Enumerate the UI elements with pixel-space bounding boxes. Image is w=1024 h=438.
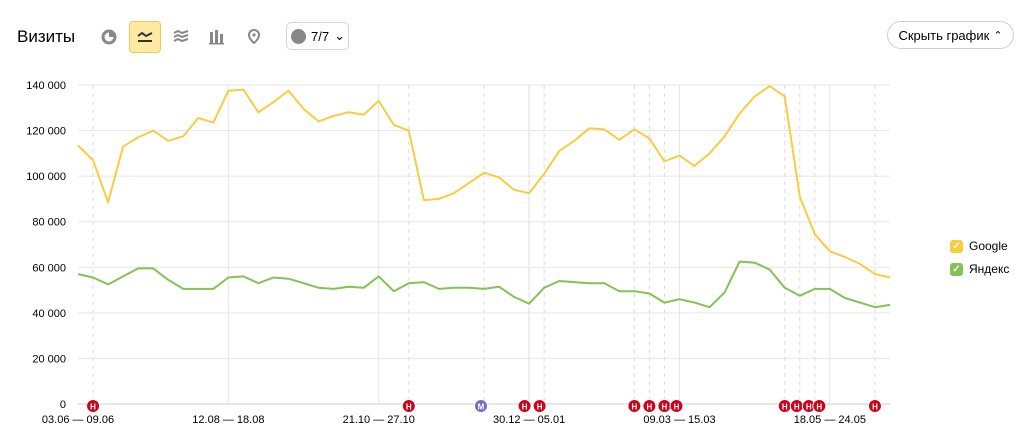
comment-marker — [517, 399, 532, 413]
checkbox-icon[interactable]: ✓ — [950, 262, 963, 276]
y-tick-label: 40 000 — [32, 308, 66, 320]
pie-chart-icon[interactable] — [93, 21, 125, 53]
x-tick-label: 21.10 — 27.10 — [343, 414, 415, 426]
x-tick-label: 09.03 — 15.03 — [643, 414, 715, 426]
comment-marker — [867, 399, 882, 413]
comment-marker — [812, 399, 827, 413]
comments-filter-button[interactable]: 7/7 ⌄ — [286, 22, 349, 50]
comment-marker-label: Н — [782, 403, 788, 412]
x-tick-label: 30.12 — 05.01 — [493, 414, 565, 426]
comment-marker-label: Н — [90, 403, 96, 412]
y-tick-label: 60 000 — [32, 262, 66, 274]
comment-marker — [86, 399, 101, 413]
page-title: Визиты — [17, 27, 76, 46]
x-tick-label: 18.05 — 24.05 — [794, 414, 866, 426]
series-line-yandex — [77, 260, 891, 309]
bar-chart-icon[interactable] — [201, 21, 233, 53]
legend-label: Google — [969, 239, 1008, 253]
comment-marker — [669, 399, 684, 413]
y-tick-label: 140 000 — [26, 80, 66, 92]
y-tick-label: 0 — [60, 399, 66, 411]
legend-item-yandex[interactable]: ✓ Яндекс — [950, 262, 1009, 276]
comment-marker-label: Н — [816, 403, 822, 412]
legend-label: Яндекс — [969, 262, 1010, 276]
x-tick-label: 03.06 — 09.06 — [42, 414, 114, 426]
comment-marker — [642, 399, 657, 413]
comment-marker-label: Н — [662, 403, 668, 412]
comment-marker-label: Н — [872, 403, 878, 412]
comment-marker-label: Н — [631, 403, 637, 412]
comment-marker-label: Н — [806, 403, 812, 412]
y-tick-label: 20 000 — [32, 353, 66, 365]
comment-marker — [401, 399, 416, 413]
comment-marker-label: Н — [522, 403, 528, 412]
comment-marker — [627, 399, 642, 413]
comment-icon — [291, 28, 306, 44]
comment-marker — [532, 399, 547, 413]
x-tick-label: 12.08 — 18.08 — [192, 414, 264, 426]
area-chart-icon[interactable] — [165, 21, 197, 53]
comments-count: 7/7 — [311, 28, 330, 44]
comment-marker-label: М — [478, 403, 485, 412]
line-chart-icon[interactable] — [129, 21, 161, 53]
hide-chart-label: Скрыть график — [898, 27, 990, 43]
y-tick-label: 100 000 — [26, 171, 66, 183]
legend-item-google[interactable]: ✓ Google — [950, 239, 1008, 253]
comment-marker — [473, 399, 488, 413]
series-line-google — [77, 85, 891, 279]
comment-marker-label: Н — [674, 403, 680, 412]
comment-marker-label: Н — [647, 403, 653, 412]
chevron-up-icon: ⌃ — [993, 29, 1003, 42]
checkbox-icon[interactable]: ✓ — [950, 239, 963, 253]
comment-marker-label: Н — [406, 403, 412, 412]
comment-marker-label: Н — [794, 403, 800, 412]
map-pin-icon[interactable] — [238, 21, 270, 53]
hide-chart-button[interactable]: Скрыть график ⌃ — [887, 21, 1014, 49]
y-tick-label: 120 000 — [26, 126, 66, 138]
y-tick-label: 80 000 — [32, 217, 66, 229]
chevron-down-icon: ⌄ — [334, 28, 345, 43]
comment-marker-label: Н — [537, 403, 543, 412]
